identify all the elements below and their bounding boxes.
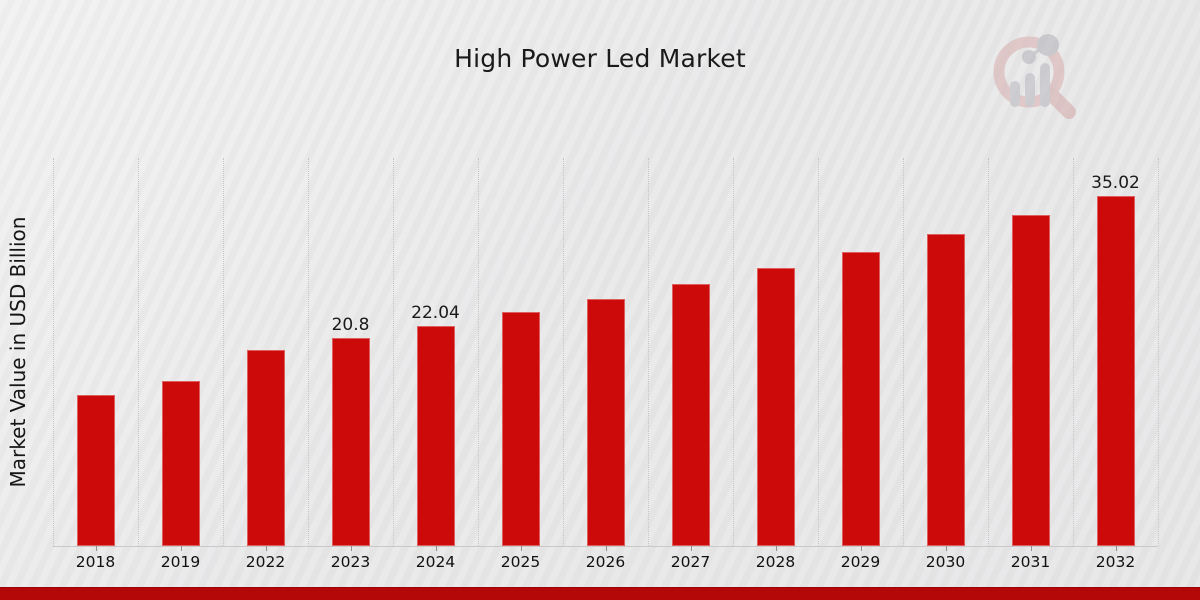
x-tick-label-2026: 2026	[585, 553, 626, 571]
gridline	[138, 158, 139, 546]
bar-2018	[76, 395, 115, 546]
logo-bar-small	[1010, 81, 1020, 107]
bottom-accent-strip	[0, 587, 1200, 600]
x-tick-label-2019: 2019	[160, 553, 201, 571]
gridline	[648, 158, 649, 546]
bar-2024	[416, 326, 455, 546]
bar-2029	[841, 252, 880, 546]
gridline	[563, 158, 564, 546]
x-tick	[265, 546, 267, 551]
gridline	[393, 158, 394, 546]
chart-title: High Power Led Market	[454, 44, 746, 73]
bar-value-label-2023: 20.8	[331, 315, 370, 335]
magnifier-handle	[1044, 87, 1076, 119]
gridline	[1073, 158, 1074, 546]
gridline	[818, 158, 819, 546]
plot-area: 20.8 22.04 35.02	[53, 158, 1159, 547]
bar-value-label-2024: 22.04	[411, 303, 460, 323]
x-tick	[1030, 546, 1032, 551]
logo-trend-dot-large	[1037, 34, 1059, 56]
bar-2027	[671, 284, 710, 546]
logo-bar-large	[1040, 63, 1050, 107]
logo-bar-medium	[1025, 73, 1035, 107]
x-tick-label-2032: 2032	[1095, 553, 1136, 571]
bar-2030	[926, 234, 965, 546]
x-tick-label-2030: 2030	[925, 553, 966, 571]
bar-2025	[501, 312, 540, 546]
gridline	[308, 158, 309, 546]
bar-2026	[586, 299, 625, 546]
x-tick	[775, 546, 777, 551]
x-tick	[690, 546, 692, 551]
gridline	[223, 158, 224, 546]
x-tick	[435, 546, 437, 551]
bar-2032	[1096, 196, 1135, 546]
bar-2023	[331, 338, 370, 546]
x-tick-label-2024: 2024	[415, 553, 456, 571]
x-tick	[520, 546, 522, 551]
x-tick-label-2031: 2031	[1010, 553, 1051, 571]
y-axis-label: Market Value in USD Billion	[6, 216, 30, 488]
x-tick	[350, 546, 352, 551]
x-tick-label-2023: 2023	[330, 553, 371, 571]
gridline	[903, 158, 904, 546]
gridline	[1158, 158, 1159, 546]
x-tick-label-2022: 2022	[245, 553, 286, 571]
x-tick	[945, 546, 947, 551]
bar-value-label-2032: 35.02	[1091, 173, 1140, 193]
bar-2028	[756, 268, 795, 546]
x-tick	[1115, 546, 1117, 551]
x-tick-label-2018: 2018	[75, 553, 116, 571]
x-tick	[95, 546, 97, 551]
bar-2019	[161, 381, 200, 546]
gridline	[53, 158, 54, 546]
bar-2022	[246, 350, 285, 546]
x-tick-label-2025: 2025	[500, 553, 541, 571]
gridline	[478, 158, 479, 546]
logo-trend-dot	[1022, 50, 1036, 64]
gridline	[733, 158, 734, 546]
x-tick	[860, 546, 862, 551]
magnifier-bar-chart-logo-icon	[993, 34, 1076, 119]
gridline	[988, 158, 989, 546]
x-tick	[180, 546, 182, 551]
x-tick-label-2029: 2029	[840, 553, 881, 571]
bar-2031	[1011, 215, 1050, 546]
x-tick-label-2028: 2028	[755, 553, 796, 571]
x-tick-label-2027: 2027	[670, 553, 711, 571]
x-tick	[605, 546, 607, 551]
